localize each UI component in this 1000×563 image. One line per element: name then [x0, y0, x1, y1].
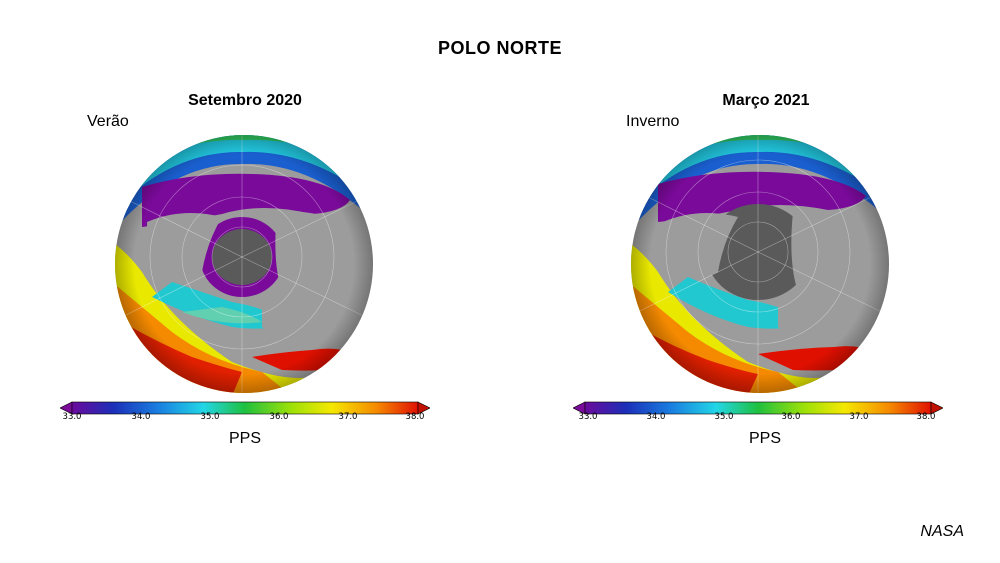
colorbar-tick: 33.0 [62, 412, 82, 422]
season-label: Verão [87, 113, 129, 130]
colorbar-tick: 37.0 [849, 412, 869, 422]
colorbar-tick: 33.0 [578, 412, 598, 422]
season-label: Inverno [626, 113, 680, 130]
north-pole-salinity-map [631, 135, 889, 393]
panel-title: Março 2021 [722, 92, 810, 109]
source-credit: NASA [920, 523, 964, 540]
panel-march-2021: Março 2021 Inverno [560, 0, 960, 470]
colorbar [60, 401, 430, 415]
colorbar-tick: 35.0 [714, 412, 734, 422]
north-pole-salinity-map [115, 135, 373, 393]
colorbar-tick: 34.0 [131, 412, 151, 422]
colorbar-tick: 35.0 [200, 412, 220, 422]
panel-september-2020: Setembro 2020 Verão [45, 0, 445, 470]
colorbar-label: PPS [228, 430, 261, 447]
panel-title: Setembro 2020 [188, 92, 302, 109]
colorbar-tick: 37.0 [338, 412, 358, 422]
colorbar-tick: 34.0 [646, 412, 666, 422]
colorbar-tick: 38.0 [405, 412, 425, 422]
colorbar [573, 401, 943, 415]
colorbar-tick: 38.0 [916, 412, 936, 422]
colorbar-tick: 36.0 [781, 412, 801, 422]
colorbar-tick: 36.0 [269, 412, 289, 422]
colorbar-label: PPS [748, 430, 781, 447]
page-title: POLO NORTE [437, 38, 562, 58]
